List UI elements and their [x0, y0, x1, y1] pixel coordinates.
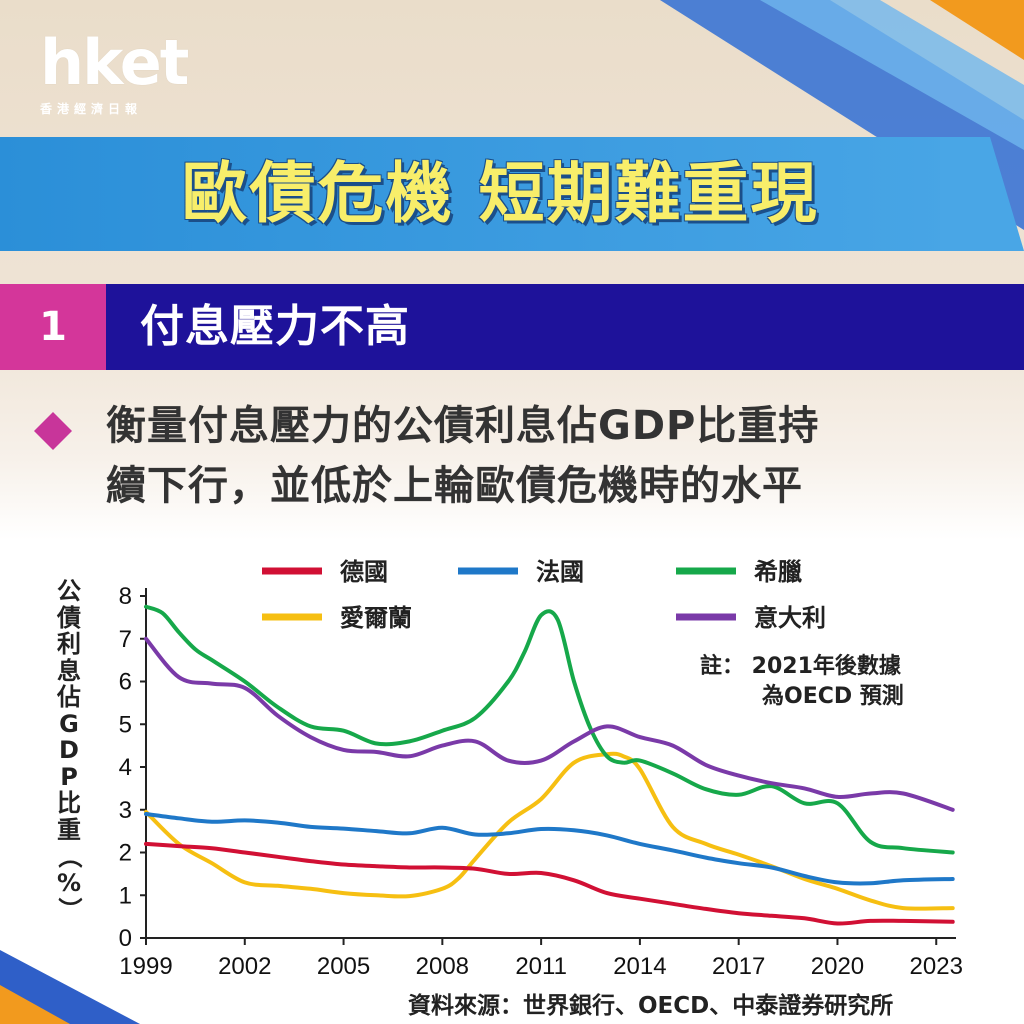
legend-label-france: 法國	[536, 558, 584, 586]
y-axis-label-char: G	[59, 709, 79, 738]
y-tick-label: 6	[119, 669, 132, 696]
light-stripe-top	[760, 0, 1024, 150]
lead-text: 衡量付息壓力的公債利息佔GDP比重持 續下行，並低於上輪歐債危機時的水平	[106, 396, 1006, 516]
section-title: 付息壓力不高	[140, 301, 410, 352]
headline-banner	[0, 137, 990, 251]
y-tick-label: 3	[119, 797, 132, 824]
y-tick-label: 0	[119, 925, 132, 952]
y-tick-label: 1	[119, 882, 132, 909]
x-tick-label: 2002	[218, 953, 271, 980]
y-axis-label-char: D	[59, 736, 79, 764]
orange-stripe-top	[930, 0, 1024, 60]
legend-label-ireland: 愛爾蘭	[340, 604, 412, 632]
x-tick-label: 2023	[910, 953, 963, 980]
x-tick-label: 2005	[317, 953, 370, 980]
x-tick-label: 2017	[712, 953, 765, 980]
y-axis-label-char: 重	[57, 815, 81, 844]
legend-label-italy: 意大利	[754, 604, 826, 632]
diamond-shape	[34, 412, 72, 450]
series-line-germany	[144, 841, 955, 926]
lead-line-2: 續下行，並低於上輪歐債危機時的水平	[106, 463, 803, 509]
x-tick-label: 2020	[811, 953, 864, 980]
y-axis-label-char: %	[56, 868, 82, 897]
lead-line-1: 衡量付息壓力的公債利息佔GDP比重持	[106, 403, 820, 449]
banner-edge	[940, 137, 1024, 251]
y-tick-label: 8	[119, 583, 132, 610]
y-axis-label-char: 比	[57, 789, 81, 817]
series-line-france	[144, 812, 955, 886]
banner-edge-shape	[940, 137, 1024, 251]
y-axis-label-char: 利	[57, 630, 81, 658]
section-number: 1	[39, 304, 67, 350]
x-tick-label: 1999	[119, 953, 172, 980]
headline: 歐債危機 短期難重現	[181, 155, 819, 232]
y-axis-label-char: 公	[57, 577, 81, 605]
x-tick-label: 2008	[416, 953, 469, 980]
orange-stripe-bottom	[0, 985, 70, 1024]
source-text: 資料來源：世界銀行、OECD、中泰證券研究所	[408, 993, 894, 1019]
y-axis-label-char: 佔	[57, 683, 81, 711]
y-axis-label-char: 息	[57, 656, 81, 685]
y-axis-label-char: P	[60, 762, 78, 791]
logo-wordmark: hket	[40, 26, 189, 99]
y-tick-label: 2	[119, 840, 132, 867]
forecast-note: 註： 2021年後數據 為OECD 預測	[700, 652, 904, 712]
y-tick-label: 5	[119, 711, 132, 738]
note-line-1: 註： 2021年後數據	[700, 654, 901, 679]
x-tick-label: 2011	[515, 953, 567, 980]
section-bar	[106, 284, 1024, 370]
legend-label-germany: 德國	[340, 558, 388, 586]
y-axis-label: 公債利息佔 G D P 比重（%）	[54, 578, 84, 923]
y-axis-label-char: 債	[57, 603, 81, 632]
hket-logo: hket 香港經濟日報	[40, 32, 200, 117]
series-line-greece	[144, 604, 955, 855]
section-number-box	[0, 284, 106, 370]
y-tick-label: 7	[119, 626, 132, 653]
logo-subtitle: 香港經濟日報	[40, 102, 143, 116]
y-tick-label: 4	[119, 754, 132, 781]
legend-label-greece: 希臘	[754, 558, 802, 586]
x-tick-label: 2014	[613, 953, 666, 980]
series-line-italy	[144, 636, 955, 812]
line-chart: 0 1 2 3 4 5 6 7 8 1999 2002 2005 2008 2011 2014 2017 202…	[119, 558, 963, 980]
note-line-2: 為OECD 預測	[762, 684, 904, 709]
diamond-bullet-icon	[34, 412, 72, 450]
series-line-ireland	[144, 751, 955, 911]
